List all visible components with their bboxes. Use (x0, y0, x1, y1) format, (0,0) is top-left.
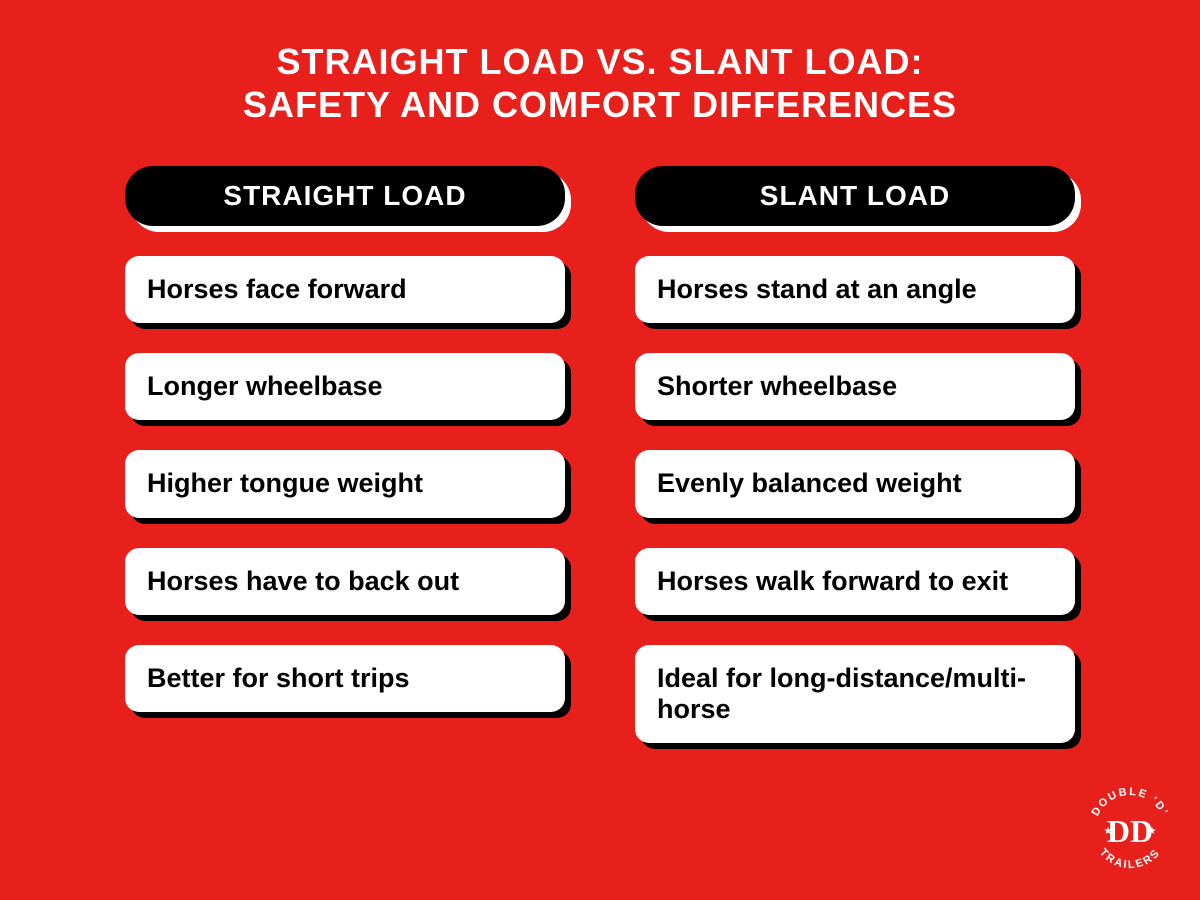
list-item: Higher tongue weight (125, 450, 565, 517)
svg-text:★: ★ (1148, 826, 1157, 837)
item-text: Ideal for long-distance/multi-horse (635, 645, 1075, 743)
list-item: Horses have to back out (125, 548, 565, 615)
title-line-1: STRAIGHT LOAD VS. SLANT LOAD: (0, 40, 1200, 83)
brand-logo: DOUBLE 'D' TRAILERS DD ★ ★ (1080, 780, 1180, 880)
svg-text:DD: DD (1107, 813, 1153, 849)
item-text: Evenly balanced weight (635, 450, 1075, 517)
svg-text:★: ★ (1104, 826, 1113, 837)
left-header-box: STRAIGHT LOAD (125, 166, 565, 226)
list-item: Longer wheelbase (125, 353, 565, 420)
title-line-2: SAFETY AND COMFORT DIFFERENCES (0, 83, 1200, 126)
logo-icon: DOUBLE 'D' TRAILERS DD ★ ★ (1080, 780, 1180, 880)
right-column: SLANT LOAD Horses stand at an angle Shor… (635, 166, 1075, 742)
comparison-columns: STRAIGHT LOAD Horses face forward Longer… (0, 166, 1200, 742)
svg-text:TRAILERS: TRAILERS (1097, 847, 1163, 872)
left-header: STRAIGHT LOAD (125, 166, 565, 226)
list-item: Horses face forward (125, 256, 565, 323)
left-column: STRAIGHT LOAD Horses face forward Longer… (125, 166, 565, 742)
list-item: Evenly balanced weight (635, 450, 1075, 517)
right-header: SLANT LOAD (635, 166, 1075, 226)
list-item: Horses stand at an angle (635, 256, 1075, 323)
item-text: Horses walk forward to exit (635, 548, 1075, 615)
item-text: Horses face forward (125, 256, 565, 323)
item-text: Shorter wheelbase (635, 353, 1075, 420)
list-item: Horses walk forward to exit (635, 548, 1075, 615)
item-text: Higher tongue weight (125, 450, 565, 517)
list-item: Ideal for long-distance/multi-horse (635, 645, 1075, 743)
main-title: STRAIGHT LOAD VS. SLANT LOAD: SAFETY AND… (0, 0, 1200, 126)
list-item: Better for short trips (125, 645, 565, 712)
list-item: Shorter wheelbase (635, 353, 1075, 420)
item-text: Longer wheelbase (125, 353, 565, 420)
item-text: Better for short trips (125, 645, 565, 712)
right-header-box: SLANT LOAD (635, 166, 1075, 226)
item-text: Horses stand at an angle (635, 256, 1075, 323)
item-text: Horses have to back out (125, 548, 565, 615)
